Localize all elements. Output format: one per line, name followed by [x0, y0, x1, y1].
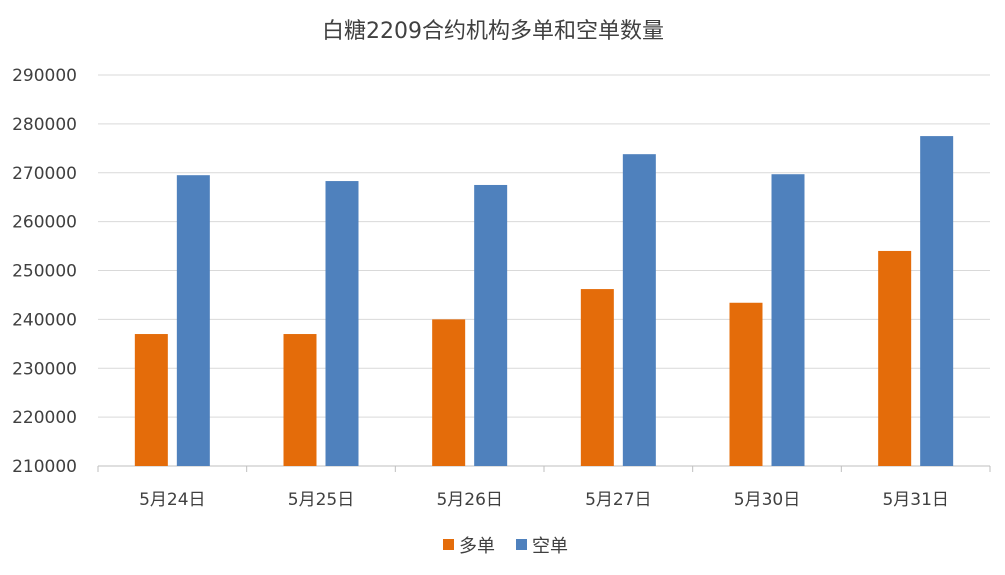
bar-short: [771, 174, 805, 466]
bar-long: [283, 334, 317, 466]
grid-lines: [97, 74, 991, 472]
chart-title: 白糖2209合约机构多单和空单数量: [322, 19, 664, 44]
bar-short: [474, 184, 508, 466]
x-tick-label: 5月31日: [882, 490, 948, 510]
x-tick-label: 5月26日: [436, 490, 502, 510]
y-tick-label: 230000: [12, 359, 77, 379]
legend-label: 多单: [459, 536, 495, 557]
bar-long: [729, 302, 763, 466]
y-tick-label: 290000: [12, 66, 77, 86]
x-axis-tick-labels: 5月24日 5月25日 5月26日 5月27日 5月30日 5月31日: [139, 490, 949, 510]
bar-short: [176, 175, 210, 466]
bars: [134, 136, 954, 467]
y-tick-label: 250000: [12, 262, 77, 282]
bar-long: [878, 250, 912, 466]
x-tick-label: 5月27日: [585, 490, 651, 510]
y-axis-tick-labels: 210000 220000 230000 240000 250000 260000 2700…: [12, 66, 77, 477]
bar-long: [580, 289, 614, 466]
bar-short: [622, 154, 656, 467]
bar-short: [920, 136, 954, 466]
x-tick-label: 5月24日: [139, 490, 205, 510]
y-tick-label: 240000: [12, 310, 77, 330]
legend: 多单 空单: [443, 536, 568, 557]
bar-short: [325, 181, 359, 466]
y-tick-label: 220000: [12, 408, 77, 428]
y-tick-label: 260000: [12, 213, 77, 233]
legend-label: 空单: [532, 536, 568, 557]
legend-swatch: [443, 539, 454, 550]
bar-long: [432, 319, 466, 466]
x-tick-label: 5月25日: [288, 490, 354, 510]
x-tick-label: 5月30日: [734, 490, 800, 510]
bar-long: [134, 334, 168, 466]
y-tick-label: 270000: [12, 164, 77, 184]
y-tick-label: 210000: [12, 457, 77, 477]
legend-swatch: [516, 539, 527, 550]
y-tick-label: 280000: [12, 115, 77, 135]
